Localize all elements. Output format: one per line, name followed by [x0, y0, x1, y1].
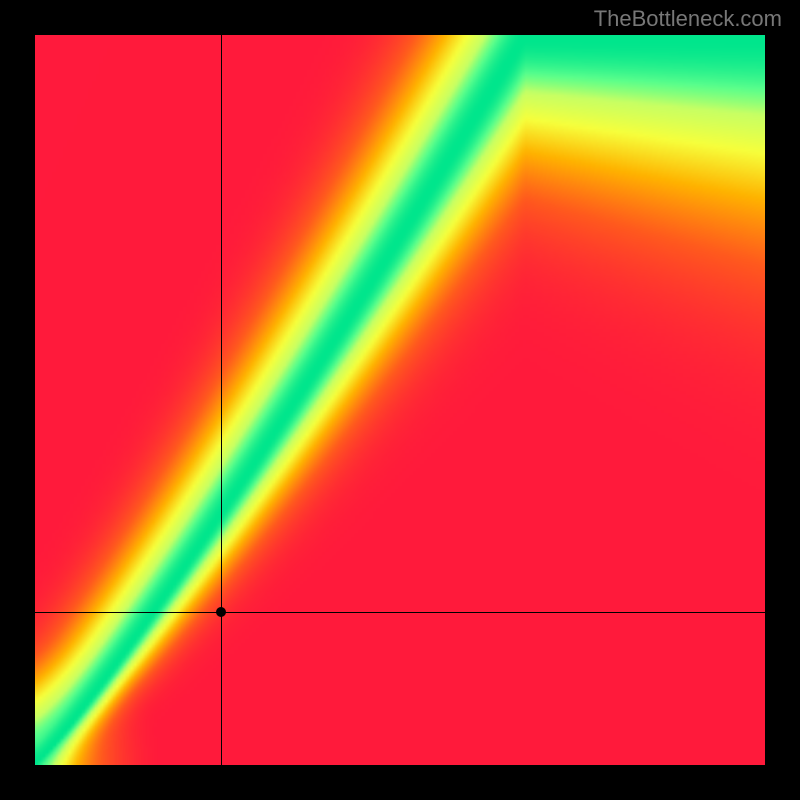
crosshair-vertical	[221, 35, 222, 765]
marker-dot	[216, 607, 226, 617]
watermark-text: TheBottleneck.com	[594, 6, 782, 32]
crosshair-horizontal	[35, 612, 765, 613]
heatmap-canvas	[35, 35, 765, 765]
heatmap-plot	[35, 35, 765, 765]
